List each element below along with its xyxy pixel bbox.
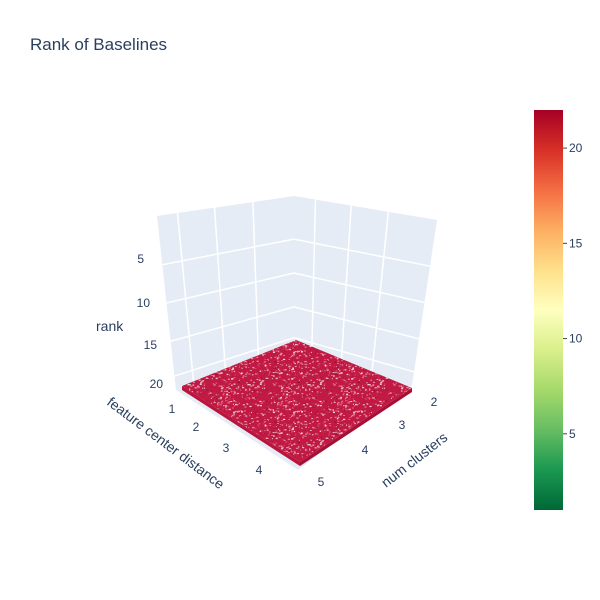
- gridline: [170, 306, 295, 343]
- colorbar: 5 10 15 20: [534, 110, 583, 510]
- y-tick-label: 4: [256, 463, 263, 477]
- y-tick-label: 1: [169, 402, 176, 416]
- colorbar-gradient: [534, 110, 563, 510]
- colorbar-ticks: 5 10 15 20: [563, 141, 583, 441]
- gridlines: [162, 199, 431, 385]
- gridline: [176, 212, 195, 385]
- right-back-wall: [294, 196, 437, 385]
- gridline: [371, 211, 390, 374]
- chart-title: Rank of Baselines: [30, 35, 167, 54]
- x-tick-label: 2: [431, 395, 438, 409]
- gridline: [293, 336, 415, 373]
- colorbar-tick-label: 5: [569, 427, 576, 441]
- gridline: [340, 205, 352, 365]
- 3d-scene[interactable]: 5 10 15 20 rank 1 2 3 4 feature center d…: [96, 196, 450, 492]
- z-tick-label: 5: [137, 252, 144, 266]
- rank-surface[interactable]: [182, 340, 412, 462]
- gridline: [213, 207, 227, 374]
- x-tick-label: 5: [318, 475, 325, 489]
- gridline: [293, 306, 420, 340]
- surface-edge-shade: [182, 386, 300, 466]
- gridline: [174, 336, 295, 377]
- surface-edge-shade-right: [300, 388, 412, 466]
- z-tick-label: 15: [144, 338, 158, 352]
- z-tick-label: 10: [137, 296, 151, 310]
- colorbar-tick-label: 15: [569, 236, 583, 250]
- y-tick-label: 2: [193, 420, 200, 434]
- y-tick-label: 3: [223, 441, 230, 455]
- gridline: [293, 272, 425, 304]
- gridline: [293, 238, 431, 267]
- z-axis-label: rank: [96, 318, 124, 334]
- gridline: [162, 238, 295, 266]
- gridline: [252, 201, 260, 363]
- gridline: [166, 272, 295, 304]
- x-axis-label: num clusters: [378, 429, 450, 490]
- gridline: [310, 199, 317, 356]
- x-tick-label: 4: [362, 443, 369, 457]
- colorbar-tick-label: 10: [569, 332, 583, 346]
- colorbar-tick-label: 20: [569, 141, 583, 155]
- z-tick-label: 20: [150, 377, 164, 391]
- x-tick-label: 3: [399, 418, 406, 432]
- left-back-wall: [157, 196, 294, 390]
